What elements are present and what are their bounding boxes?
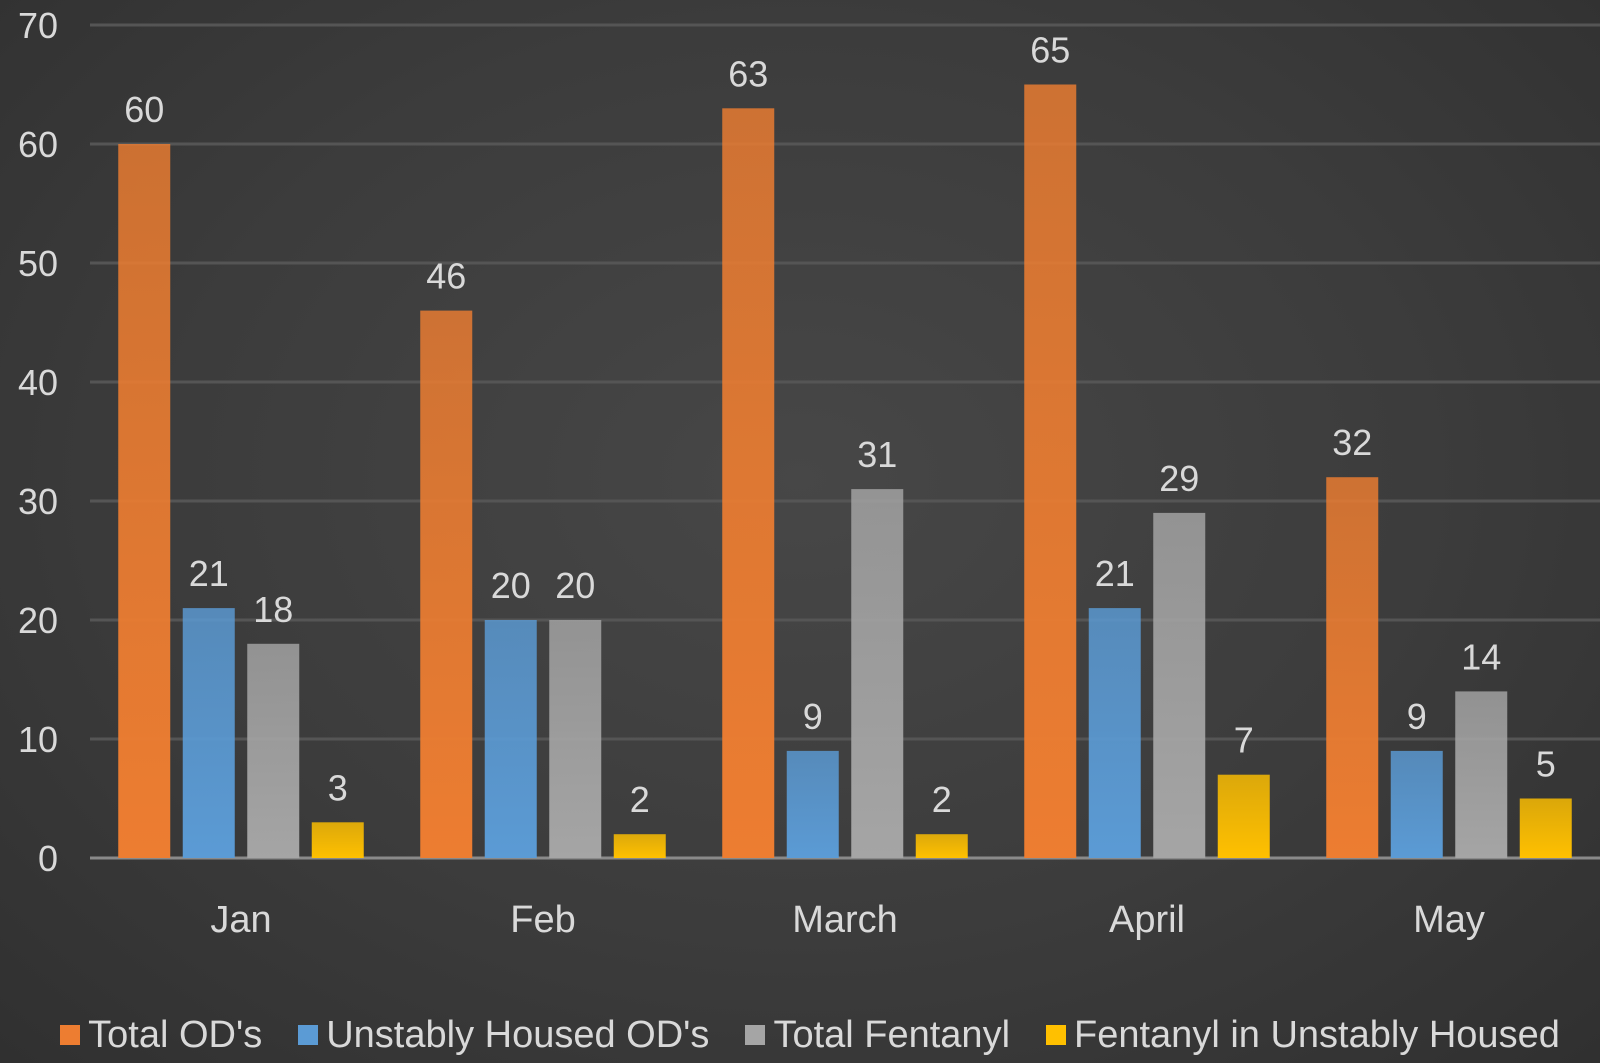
chart-plot: 0 10 20 30 40 50 60 70 60 21 18 3 46 20 20 2 63 9 31 2 65 21… <box>18 5 1600 941</box>
data-label: 7 <box>1234 720 1254 761</box>
bar <box>549 620 602 858</box>
y-tick-label: 70 <box>18 5 58 46</box>
data-label: 60 <box>124 89 164 130</box>
y-tick-label: 40 <box>18 362 58 403</box>
y-tick-label: 50 <box>18 243 58 284</box>
data-label: 9 <box>803 696 823 737</box>
bar <box>1326 477 1379 858</box>
legend-item: Total OD's <box>60 1014 262 1057</box>
legend-swatch <box>60 1025 81 1045</box>
data-label: 9 <box>1407 696 1427 737</box>
bar <box>1153 512 1206 858</box>
legend-swatch <box>298 1025 319 1045</box>
legend-item: Unstably Housed OD's <box>298 1014 709 1057</box>
bar <box>613 834 666 858</box>
data-label: 2 <box>932 779 952 820</box>
data-label: 5 <box>1536 744 1556 785</box>
y-tick-label: 30 <box>18 481 58 522</box>
data-label: 21 <box>189 553 229 594</box>
data-label: 20 <box>555 565 595 606</box>
legend-label: Total Fentanyl <box>773 1013 1011 1056</box>
bar <box>118 144 171 858</box>
bar <box>851 489 904 858</box>
bar <box>786 750 839 858</box>
bar <box>915 834 968 858</box>
gridlines <box>90 23 1600 741</box>
data-label: 46 <box>426 256 466 297</box>
data-label: 20 <box>491 565 531 606</box>
legend-label: Total OD's <box>88 1013 263 1056</box>
legend-label: Fentanyl in Unstably Housed <box>1074 1013 1560 1056</box>
bar <box>1455 691 1508 858</box>
bar <box>722 108 775 859</box>
x-tick-label: April <box>1109 899 1185 941</box>
data-label: 29 <box>1159 458 1199 499</box>
bar <box>420 310 473 859</box>
x-tick-label: Jan <box>210 899 271 941</box>
bar <box>484 620 537 858</box>
bar <box>1390 750 1443 858</box>
data-label: 2 <box>630 779 650 820</box>
x-axis: Jan Feb March April May <box>210 899 1485 941</box>
y-tick-label: 60 <box>18 124 58 165</box>
x-tick-label: May <box>1413 899 1485 941</box>
y-tick-label: 20 <box>18 600 58 641</box>
x-tick-label: March <box>792 899 898 941</box>
bar <box>182 608 235 858</box>
y-tick-label: 10 <box>18 719 58 760</box>
data-label: 3 <box>328 767 348 808</box>
data-label: 14 <box>1461 636 1501 677</box>
legend-swatch <box>745 1025 766 1045</box>
legend-label: Unstably Housed OD's <box>326 1013 710 1056</box>
bar <box>1088 608 1141 858</box>
bar <box>1024 84 1077 858</box>
legend: Total OD's Unstably Housed OD's Total Fent… <box>0 1010 1600 1060</box>
bar <box>1519 798 1572 858</box>
data-label: 63 <box>728 53 768 94</box>
legend-item: Total Fentanyl <box>745 1014 1010 1057</box>
data-label: 31 <box>857 434 897 475</box>
bar <box>247 643 300 858</box>
bar <box>311 822 364 858</box>
bars <box>118 84 1572 859</box>
data-label: 21 <box>1095 553 1135 594</box>
legend-item: Fentanyl in Unstably Housed <box>1046 1014 1560 1057</box>
legend-swatch <box>1046 1025 1067 1045</box>
data-labels: 60 21 18 3 46 20 20 2 63 9 31 2 65 21 29 7 32 9 14 5 <box>124 30 1556 821</box>
data-label: 32 <box>1332 422 1372 463</box>
bar <box>1217 774 1270 858</box>
y-tick-label: 0 <box>38 838 58 879</box>
data-label: 65 <box>1030 30 1070 71</box>
data-label: 18 <box>253 589 293 630</box>
x-tick-label: Feb <box>510 899 575 941</box>
